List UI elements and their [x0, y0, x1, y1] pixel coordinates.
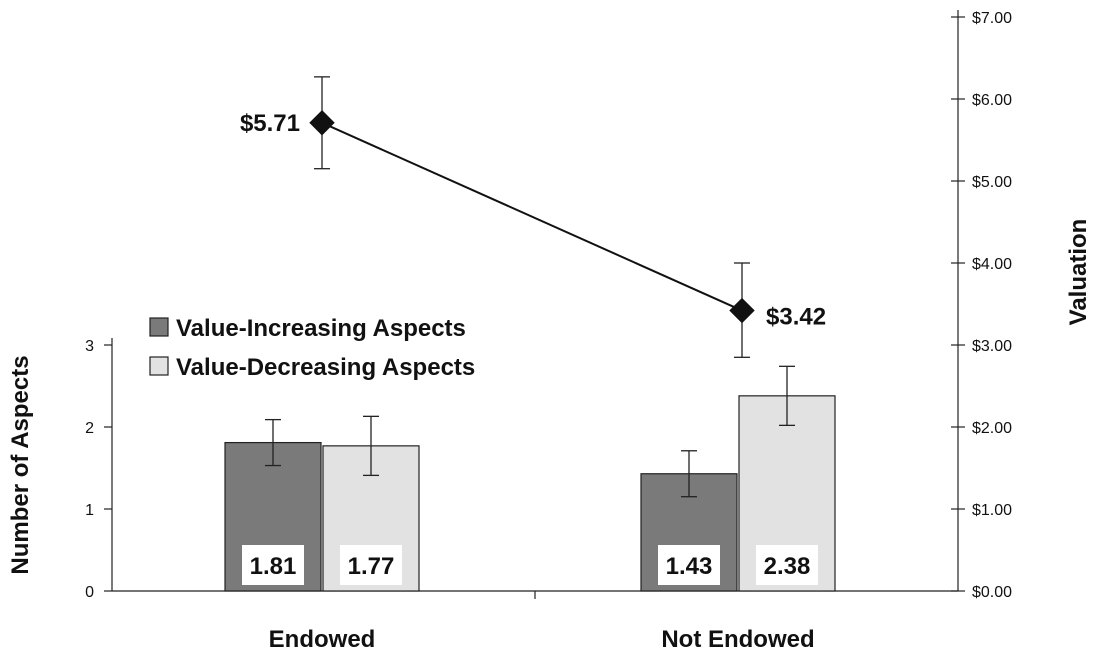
valuation-point: [729, 297, 755, 324]
left-axis-tick-label: 0: [85, 584, 94, 601]
bars-layer: 1.81 1.77 1.43 2.38: [224, 365, 836, 592]
left-axis-title: Number of Aspects: [7, 355, 34, 574]
valuation-point-label: $5.71: [240, 110, 300, 137]
bar-value-box: [242, 545, 304, 585]
bar-value-label: 1.77: [348, 553, 395, 580]
right-axis-tick-label: $6.00: [972, 92, 1012, 109]
valuation-line-layer: [309, 76, 755, 358]
right-axis-tick-label: $7.00: [972, 10, 1012, 27]
legend-label: Value-Decreasing Aspects: [176, 354, 475, 381]
right-axis-tick-label: $2.00: [972, 420, 1012, 437]
legend-label: Value-Increasing Aspects: [176, 315, 466, 342]
legend-swatch: [149, 317, 169, 337]
valuation-point: [309, 110, 335, 136]
legend-swatch: [149, 356, 169, 376]
left-axis-tick-label: 2: [85, 420, 94, 437]
valuation-point-label: $3.42: [766, 304, 826, 331]
left-axis-tick-label: 1: [85, 502, 94, 519]
bar-value-label: 2.38: [764, 553, 811, 580]
category-label: Not Endowed: [661, 626, 814, 653]
legend: Value-Increasing Aspects Value-Decreasing…: [149, 315, 475, 381]
left-axis-tick-label: 3: [85, 338, 94, 355]
bar-value-box: [658, 545, 720, 585]
right-axis-title: Valuation: [1065, 219, 1092, 326]
valuation-line: [321, 121, 743, 312]
bar: [738, 395, 836, 592]
right-axis-tick-label: $5.00: [972, 174, 1012, 191]
right-axis-tick-label: $3.00: [972, 338, 1012, 355]
right-axis-tick-label: $0.00: [972, 584, 1012, 601]
right-axis-tick-label: $1.00: [972, 502, 1012, 519]
bar-value-box: [756, 545, 818, 585]
bar-value-box: [340, 545, 402, 585]
bar-value-label: 1.43: [666, 553, 713, 580]
category-label: Endowed: [269, 626, 376, 653]
bar-value-label: 1.81: [250, 553, 297, 580]
labels-layer: Endowed Not Endowed $5.71 $3.42: [240, 110, 826, 653]
axes-layer: 0 1 2 3 Number of Aspects $0.00 $1.00 $2.00 $3.0…: [7, 10, 1092, 601]
right-axis-tick-label: $4.00: [972, 256, 1012, 273]
